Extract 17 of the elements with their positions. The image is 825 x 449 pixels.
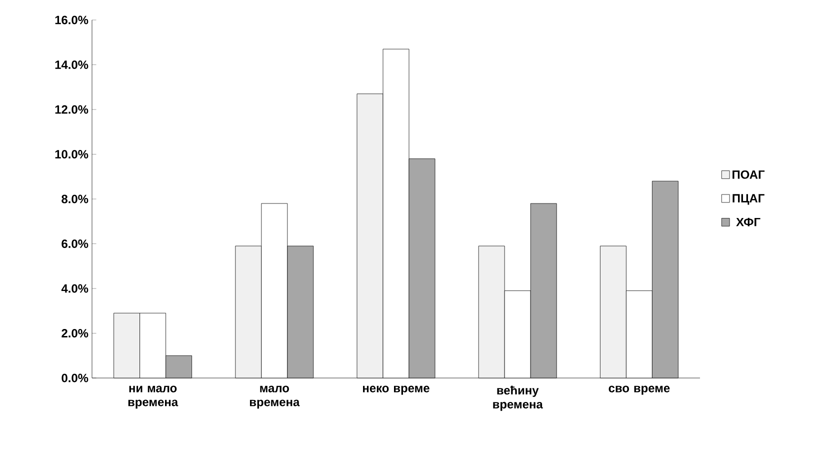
y-tick-label: 10.0% <box>55 150 88 158</box>
x-tick-label: сво време <box>608 386 670 395</box>
legend-label: ПЦАГ <box>732 194 764 205</box>
y-tick-label: 8.0% <box>62 194 88 204</box>
x-tick-label: неко време <box>363 386 430 395</box>
y-tick-label: 0.0% <box>62 374 88 382</box>
legend-label: ХФГ <box>736 218 760 226</box>
x-tick-label: мало времена <box>250 386 300 409</box>
x-tick-label: већину времена <box>493 386 543 411</box>
y-tick-label: 6.0% <box>62 240 88 248</box>
y-tick-label: 14.0% <box>55 60 88 69</box>
y-tick-label: 12.0% <box>55 105 88 114</box>
legend-label: ПОАГ <box>732 170 765 179</box>
y-tick-label: 16.0% <box>55 16 88 24</box>
x-tick-label: ни мало времена <box>128 386 178 409</box>
y-tick-label: 2.0% <box>62 329 88 338</box>
y-tick-label: 4.0% <box>61 284 88 293</box>
